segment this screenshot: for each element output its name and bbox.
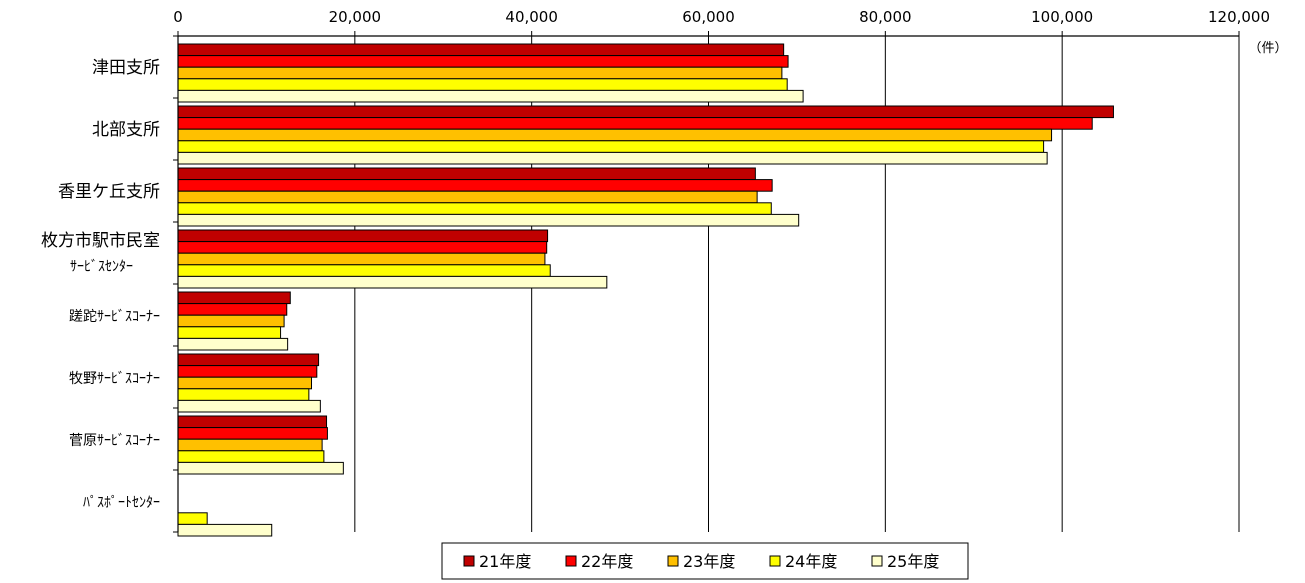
- bar: [177, 376, 313, 390]
- bars: [177, 43, 1114, 537]
- legend-swatch: [871, 555, 883, 567]
- x-tick-label: 20,000: [329, 8, 382, 26]
- category-label: 北部支所: [92, 120, 160, 140]
- bar: [177, 140, 1045, 153]
- axes: [173, 35, 1239, 533]
- x-axis-tick-labels: 0 20,000 40,000 60,000 80,000 100,000 120,000: [173, 8, 1270, 26]
- bar: [177, 229, 549, 243]
- category-label: 蹉跎ｻｰﾋﾞｽｺｰﾅｰ: [69, 308, 160, 325]
- legend-swatch: [769, 555, 781, 567]
- bar: [177, 291, 291, 305]
- bar: [177, 388, 310, 401]
- bar: [177, 167, 756, 181]
- bar: [177, 353, 320, 367]
- category-label: ﾊﾟｽﾎﾟｰﾄｾﾝﾀｰ: [83, 495, 160, 511]
- category-label: ｻｰﾋﾞｽｾﾝﾀｰ: [70, 259, 133, 275]
- bar: [177, 179, 773, 192]
- bar: [177, 512, 208, 525]
- bar: [177, 427, 328, 440]
- bar: [177, 326, 282, 339]
- x-tick-label: 0: [173, 8, 183, 26]
- x-tick-label: 40,000: [505, 8, 558, 26]
- legend: 21年度 22年度 23年度 24年度 25年度: [441, 542, 969, 580]
- bar: [177, 438, 323, 452]
- bar: [177, 461, 344, 475]
- unit-label: （件）: [1248, 41, 1287, 56]
- bar: [177, 314, 285, 328]
- bar: [177, 252, 546, 266]
- bar: [177, 523, 273, 537]
- x-tick-label: 100,000: [1031, 8, 1093, 26]
- category-label: 菅原ｻｰﾋﾞｽｺｰﾅｰ: [69, 433, 160, 449]
- legend-label: 21年度: [479, 552, 531, 571]
- legend-swatch: [667, 555, 679, 567]
- bar: [177, 190, 758, 204]
- x-tick-label: 60,000: [682, 8, 735, 26]
- bar: [177, 151, 1048, 165]
- legend-label: 25年度: [887, 552, 939, 571]
- legend-swatch: [565, 555, 577, 567]
- category-label: 枚方市駅市民室: [41, 231, 160, 251]
- x-tick-label: 120,000: [1208, 8, 1270, 26]
- legend-label: 24年度: [785, 552, 837, 571]
- category-label: 香里ケ丘支所: [58, 182, 160, 202]
- bar: [177, 337, 289, 351]
- bar: [177, 399, 321, 413]
- bar: [177, 365, 318, 378]
- bar: [177, 105, 1114, 119]
- bar: [177, 264, 551, 277]
- bar: [177, 450, 325, 463]
- bar: [177, 213, 800, 227]
- bar: [177, 55, 789, 68]
- bar: [177, 303, 288, 316]
- bar: [177, 275, 608, 289]
- bar: [177, 89, 804, 103]
- x-tick-label: 80,000: [859, 8, 912, 26]
- legend-label: 22年度: [581, 552, 633, 571]
- bar: [177, 128, 1053, 142]
- category-label: 牧野ｻｰﾋﾞｽｺｰﾅｰ: [69, 371, 160, 387]
- bar: [177, 202, 772, 215]
- bar: [177, 415, 328, 429]
- bar: [177, 117, 1093, 130]
- bar: [177, 43, 785, 57]
- bar: [177, 66, 783, 80]
- bar: [177, 78, 788, 91]
- bar: [177, 241, 548, 254]
- category-label: 津田支所: [92, 58, 160, 78]
- legend-label: 23年度: [683, 552, 735, 571]
- legend-swatch: [463, 555, 475, 567]
